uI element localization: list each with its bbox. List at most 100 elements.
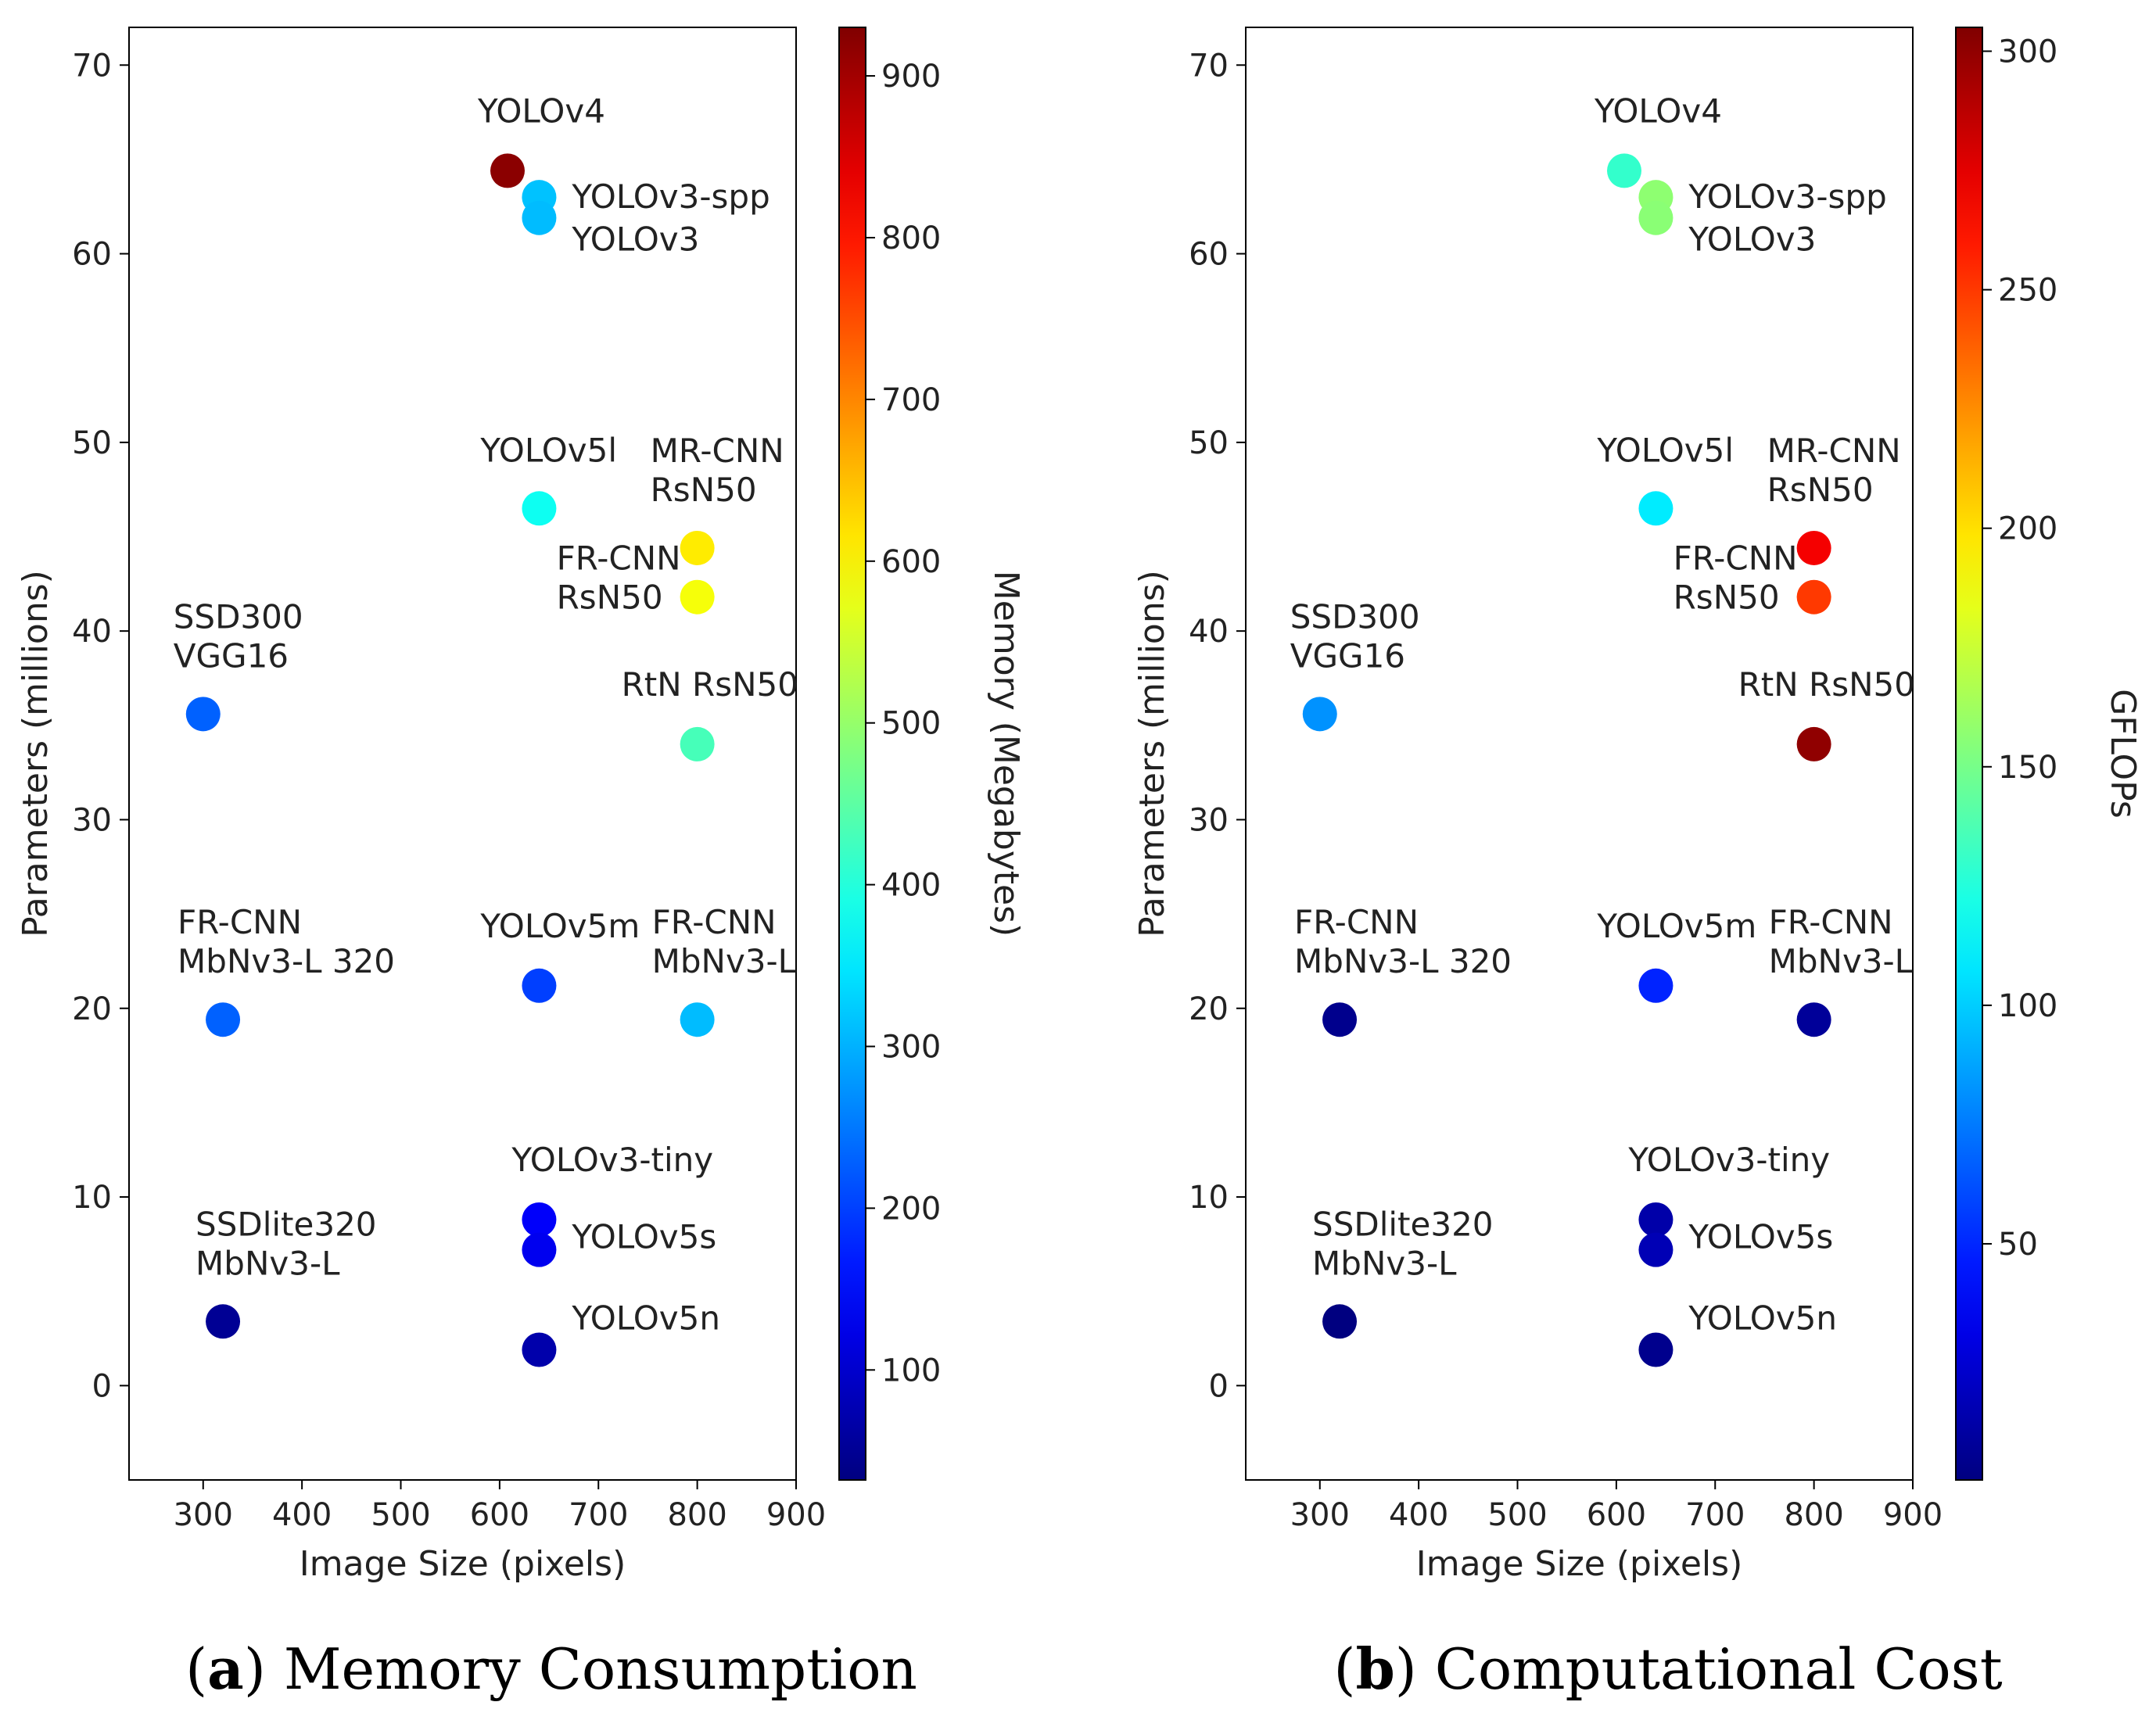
scatter-point xyxy=(1606,153,1641,188)
caption-letter: a xyxy=(207,1636,244,1702)
point-label: MR-CNN xyxy=(1767,432,1901,470)
scatter-point xyxy=(206,1304,241,1339)
colorbar-tick-label: 300 xyxy=(1998,34,2057,70)
point-label: VGG16 xyxy=(1290,636,1405,675)
point-label: MbNv3-L xyxy=(1312,1244,1457,1282)
point-label: MbNv3-L xyxy=(196,1244,340,1282)
y-tick-label: 10 xyxy=(72,1180,112,1216)
y-tick-label: 30 xyxy=(1189,802,1229,838)
y-tick-label: 20 xyxy=(72,991,112,1027)
colorbar-tick-label: 150 xyxy=(1998,750,2057,786)
point-label: YOLOv5n xyxy=(571,1299,720,1338)
scatter-point xyxy=(522,200,557,235)
colorbar-tick-label: 900 xyxy=(881,59,941,95)
scatter-point xyxy=(1796,1002,1831,1037)
colorbar-tick-label: 50 xyxy=(1998,1227,2038,1263)
point-label: MbNv3-L 320 xyxy=(1294,942,1512,980)
scatter-point xyxy=(1322,1002,1358,1037)
x-tick-label: 800 xyxy=(1784,1497,1843,1533)
colorbar-tick-label: 300 xyxy=(881,1029,941,1065)
y-axis-label: Parameters (millions) xyxy=(16,570,56,937)
point-label: MbNv3-L 320 xyxy=(178,942,395,980)
point-label: SSD300 xyxy=(174,597,303,636)
scatter-point xyxy=(680,579,715,614)
figure-caption: (a) Memory Consumption xyxy=(185,1636,917,1702)
point-label: FR-CNN xyxy=(652,903,777,941)
x-tick-label: 400 xyxy=(1389,1497,1448,1533)
caption-text: Computational Cost xyxy=(1435,1636,2003,1702)
colorbar-tick-label: 200 xyxy=(1998,511,2057,547)
y-tick-label: 20 xyxy=(1189,991,1229,1027)
scatter-point xyxy=(1638,491,1674,526)
x-tick-label: 800 xyxy=(667,1497,726,1533)
colorbar-tick-label: 800 xyxy=(881,220,941,256)
point-label: RtN RsN50 xyxy=(1738,665,1915,704)
point-label: FR-CNN xyxy=(557,539,681,578)
colorbar-tick-label: 500 xyxy=(881,706,941,742)
colorbar-tick-label: 200 xyxy=(881,1191,941,1227)
point-label: YOLOv5s xyxy=(571,1218,716,1256)
point-label: MR-CNN xyxy=(651,432,784,470)
scatter-point xyxy=(522,968,557,1003)
colorbar-tick-label: 700 xyxy=(881,382,941,418)
point-label: RsN50 xyxy=(557,579,663,617)
point-label: RtN RsN50 xyxy=(622,665,798,704)
scatter-point xyxy=(522,1232,557,1267)
point-label: SSDlite320 xyxy=(1312,1205,1493,1243)
point-label: RsN50 xyxy=(651,471,757,509)
x-tick-label: 900 xyxy=(1883,1497,1943,1533)
point-label: YOLOv5l xyxy=(479,431,617,469)
colorbar xyxy=(838,27,866,1481)
caption-paren-open: ( xyxy=(1333,1636,1355,1702)
plot-frame xyxy=(1245,27,1914,1481)
point-label: YOLOv5s xyxy=(1688,1218,1833,1256)
y-axis-label: Parameters (millions) xyxy=(1132,570,1172,937)
colorbar-label: GFLOPs xyxy=(2103,689,2143,819)
point-label: YOLOv4 xyxy=(1594,91,1722,130)
y-tick-label: 30 xyxy=(72,802,112,838)
scatter-point xyxy=(1302,697,1337,732)
y-tick-label: 70 xyxy=(72,48,112,84)
chart-panel-a: 300 400 500 600 700 800 900 0 10 20 30 40 50 60 70 Imag… xyxy=(16,27,1026,1702)
x-tick-label: 600 xyxy=(1587,1497,1646,1533)
y-tick-label: 60 xyxy=(1189,237,1229,273)
scatter-point xyxy=(1638,200,1674,235)
scatter-point xyxy=(522,1332,557,1367)
x-tick-label: 500 xyxy=(371,1497,430,1533)
x-tick-label: 400 xyxy=(272,1497,332,1533)
point-label: VGG16 xyxy=(174,636,289,675)
x-axis-label: Image Size (pixels) xyxy=(300,1544,626,1584)
chart-panel-b: 300 400 500 600 700 800 900 0 10 20 30 40 50 60 70 Imag… xyxy=(1132,27,2143,1702)
scatter-point xyxy=(1796,726,1831,761)
y-tick-label: 40 xyxy=(72,614,112,650)
caption-letter: b xyxy=(1355,1636,1394,1702)
caption-paren-close: ) xyxy=(1395,1636,1435,1702)
point-label: SSDlite320 xyxy=(196,1205,376,1243)
x-axis-label: Image Size (pixels) xyxy=(1416,1544,1742,1584)
x-tick-label: 600 xyxy=(470,1497,529,1533)
point-label: YOLOv5l xyxy=(1596,431,1734,469)
scatter-point xyxy=(185,697,221,732)
point-label: MbNv3-L xyxy=(652,942,797,980)
scatter-point xyxy=(680,530,715,565)
colorbar-tick-label: 600 xyxy=(881,544,941,580)
scatter-point xyxy=(206,1002,241,1037)
point-label: RsN50 xyxy=(1767,471,1874,509)
scatter-point xyxy=(1638,1332,1674,1367)
point-label: SSD300 xyxy=(1290,597,1420,636)
point-label: RsN50 xyxy=(1674,579,1780,617)
point-label: YOLOv3-tiny xyxy=(511,1141,713,1179)
point-label: FR-CNN xyxy=(1294,903,1419,941)
x-tick-label: 300 xyxy=(174,1497,233,1533)
colorbar-tick-label: 100 xyxy=(881,1353,941,1388)
scatter-point xyxy=(1638,1232,1674,1267)
caption-paren-open: ( xyxy=(185,1636,207,1702)
point-label: YOLOv5m xyxy=(479,907,640,945)
point-label: YOLOv4 xyxy=(477,91,605,130)
y-tick-label: 70 xyxy=(1189,48,1229,84)
y-tick-label: 60 xyxy=(72,237,112,273)
scatter-point xyxy=(1638,1202,1674,1238)
y-tick-label: 0 xyxy=(1209,1368,1229,1404)
x-tick-label: 300 xyxy=(1290,1497,1350,1533)
